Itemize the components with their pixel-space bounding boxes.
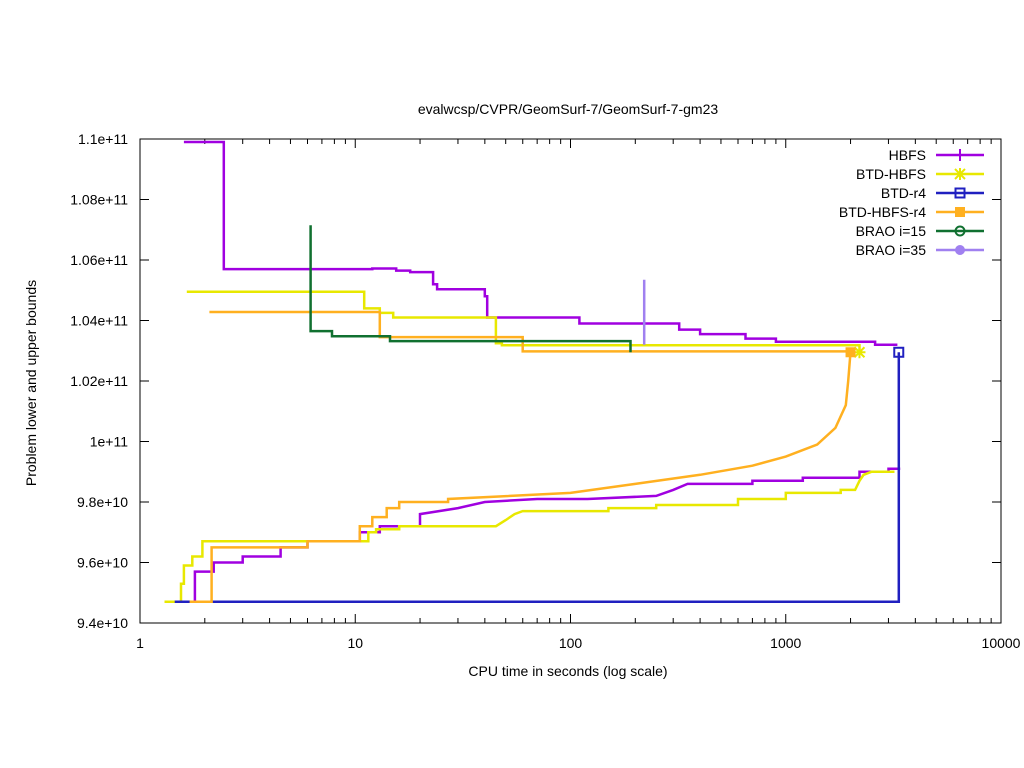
data-point-btd-r4 xyxy=(893,346,905,358)
legend-item-brao-i-15: BRAO i=15 xyxy=(856,223,984,239)
series-brao-i-15 xyxy=(309,225,632,353)
legend-item-btd-hbfs-r4: BTD-HBFS-r4 xyxy=(839,204,984,220)
x-axis-label: CPU time in seconds (log scale) xyxy=(468,663,667,679)
data-point-btd-hbfs xyxy=(853,346,866,359)
y-tick-label: 9.8e+10 xyxy=(77,494,128,510)
axis-ticks: 1 10 100 1000 10000 9.4e+10 9.6e+10 9.8e+10 1e+1… xyxy=(70,131,1020,651)
legend-marker xyxy=(955,207,965,217)
series-btd-r4 xyxy=(174,346,905,604)
legend-marker xyxy=(954,187,966,199)
x-tick-label: 1000 xyxy=(770,635,801,651)
chart-title: evalwcsp/CVPR/GeomSurf-7/GeomSurf-7-gm23 xyxy=(418,101,719,117)
series-line-brao-i-15 xyxy=(309,225,632,353)
series-line-btd-r4 xyxy=(174,352,901,604)
legend-item-hbfs: HBFS xyxy=(889,147,984,163)
legend-label: BTD-r4 xyxy=(881,185,926,201)
series-line-hbfs xyxy=(186,467,901,604)
legend-label: BTD-HBFS xyxy=(856,166,926,182)
legend-marker xyxy=(955,245,965,255)
y-axis-label: Problem lower and upper bounds xyxy=(23,280,39,486)
legend-item-btd-hbfs: BTD-HBFS xyxy=(856,166,984,182)
y-tick-label: 9.4e+10 xyxy=(77,615,128,631)
series-line-btd-hbfs-r4 xyxy=(189,352,852,604)
legend-marker xyxy=(954,149,966,161)
series-btd-hbfs xyxy=(164,290,895,604)
x-tick-label: 100 xyxy=(559,635,583,651)
y-tick-label: 1.08e+11 xyxy=(70,192,128,208)
y-tick-label: 1.02e+11 xyxy=(70,373,128,389)
data-point-btd-hbfs-r4 xyxy=(845,347,856,358)
legend-label: BRAO i=15 xyxy=(856,223,927,239)
legend-item-btd-r4: BTD-r4 xyxy=(881,185,984,201)
y-tick-label: 1e+11 xyxy=(90,434,128,450)
series-btd-hbfs-r4 xyxy=(189,310,856,604)
series-line-btd-hbfs-r4 xyxy=(209,310,851,353)
y-tick-label: 1.06e+11 xyxy=(70,252,128,268)
series-line-hbfs xyxy=(183,140,898,346)
legend: HBFS BTD-HBFS BTD-r4 BTD-HBFS-r4 BRAO i=15 BR… xyxy=(839,147,984,258)
x-tick-label: 10 xyxy=(347,635,363,651)
legend-label: BRAO i=35 xyxy=(856,242,927,258)
plot-frame xyxy=(139,138,1002,624)
series-hbfs xyxy=(183,140,901,604)
series-line-btd-hbfs xyxy=(186,290,861,353)
series-lines xyxy=(164,140,905,604)
y-tick-label: 1.04e+11 xyxy=(70,313,128,329)
y-tick-label: 1.1e+11 xyxy=(78,131,128,147)
x-tick-label: 1 xyxy=(136,635,144,651)
x-tick-label: 10000 xyxy=(982,635,1021,651)
series-line-btd-hbfs xyxy=(164,470,895,604)
legend-marker xyxy=(954,168,966,180)
legend-marker xyxy=(954,225,966,237)
legend-label: BTD-HBFS-r4 xyxy=(839,204,926,220)
y-tick-label: 9.6e+10 xyxy=(77,555,128,571)
legend-item-brao-i-35: BRAO i=35 xyxy=(856,242,984,258)
legend-label: HBFS xyxy=(889,147,926,163)
